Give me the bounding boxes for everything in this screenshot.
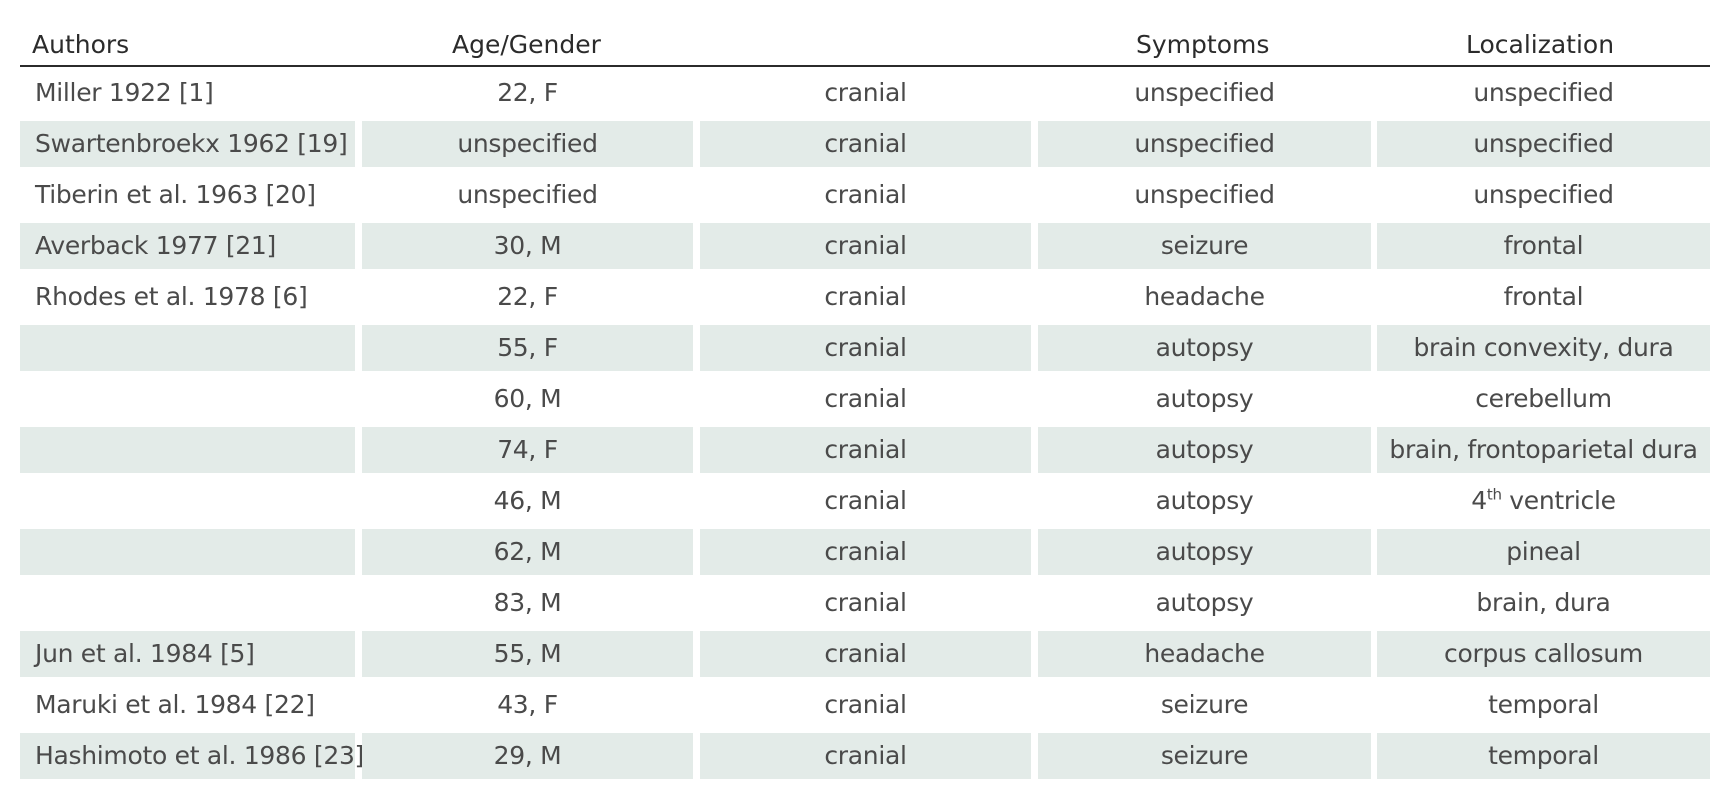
symptoms-cell: autopsy: [1038, 529, 1371, 575]
site-cell: cranial: [824, 180, 907, 209]
localization-cell: pineal: [1377, 529, 1710, 575]
site-cell: cranial: [824, 282, 907, 311]
age-gender-cell: 83, M: [493, 588, 562, 617]
symptoms-cell: seizure: [1038, 223, 1371, 269]
localization-cell: frontal: [1377, 223, 1710, 269]
site-cell: cranial: [824, 588, 907, 617]
authors-cell: Miller 1922 [1]: [35, 78, 214, 107]
authors-cell: [20, 325, 355, 371]
site-cell: cranial: [700, 631, 1031, 677]
age-gender-cell: 60, M: [493, 384, 562, 413]
header-localization: Localization: [1466, 30, 1615, 59]
localization-cell: temporal: [1488, 690, 1599, 719]
table-row: Swartenbroekx 1962 [19] unspecified crania…: [20, 118, 1710, 169]
site-cell: cranial: [824, 384, 907, 413]
header-age-gender: Age/Gender: [452, 30, 601, 59]
site-cell: cranial: [700, 529, 1031, 575]
localization-cell: temporal: [1377, 733, 1710, 779]
symptoms-cell: headache: [1144, 282, 1265, 311]
authors-cell: Hashimoto et al. 1986 [23]: [20, 733, 364, 779]
localization-cell: unspecified: [1473, 78, 1614, 107]
localization-cell: brain, frontoparietal dura: [1377, 427, 1710, 473]
symptoms-cell: autopsy: [1155, 486, 1254, 515]
symptoms-cell: autopsy: [1155, 588, 1254, 617]
age-gender-cell: 29, M: [362, 733, 693, 779]
age-gender-cell: unspecified: [457, 180, 598, 209]
table-row: Miller 1922 [1] 22, F cranial unspecified un…: [20, 67, 1710, 118]
age-gender-cell: 62, M: [362, 529, 693, 575]
authors-cell: [20, 580, 355, 626]
age-gender-cell: 22, F: [497, 282, 558, 311]
symptoms-cell: unspecified: [1134, 180, 1275, 209]
symptoms-cell: autopsy: [1038, 427, 1371, 473]
authors-cell: Maruki et al. 1984 [22]: [35, 690, 315, 719]
symptoms-cell: unspecified: [1038, 121, 1371, 167]
age-gender-cell: 43, F: [497, 690, 558, 719]
site-cell: cranial: [700, 427, 1031, 473]
symptoms-cell: seizure: [1038, 733, 1371, 779]
authors-cell: Tiberin et al. 1963 [20]: [35, 180, 316, 209]
age-gender-cell: 46, M: [493, 486, 562, 515]
age-gender-cell: 22, F: [497, 78, 558, 107]
site-cell: cranial: [700, 223, 1031, 269]
localization-cell: unspecified: [1377, 121, 1710, 167]
site-cell: cranial: [824, 486, 907, 515]
localization-cell: frontal: [1503, 282, 1584, 311]
authors-cell: Rhodes et al. 1978 [6]: [35, 282, 308, 311]
table-row: 83, M cranial autopsy brain, dura: [20, 577, 1710, 628]
symptoms-cell: unspecified: [1134, 78, 1275, 107]
symptoms-cell: headache: [1038, 631, 1371, 677]
localization-cell: brain, dura: [1476, 588, 1611, 617]
authors-cell: Averback 1977 [21]: [20, 223, 355, 269]
age-gender-cell: 74, F: [362, 427, 693, 473]
authors-cell: [20, 478, 355, 524]
table-row: Tiberin et al. 1963 [20] unspecified crani…: [20, 169, 1710, 220]
site-cell: cranial: [700, 325, 1031, 371]
authors-cell: [20, 529, 355, 575]
table-header: Authors Age/Gender Symptoms Localization: [20, 0, 1710, 67]
symptoms-cell: autopsy: [1038, 325, 1371, 371]
table-row: 60, M cranial autopsy cerebellum: [20, 373, 1710, 424]
localization-cell: corpus callosum: [1377, 631, 1710, 677]
localization-cell: 4th ventricle: [1471, 485, 1616, 515]
site-cell: cranial: [824, 690, 907, 719]
age-gender-cell: 30, M: [362, 223, 693, 269]
symptoms-cell: seizure: [1160, 690, 1249, 719]
localization-cell: brain convexity, dura: [1377, 325, 1710, 371]
table-row: 46, M cranial autopsy 4th ventricle: [20, 475, 1710, 526]
table-row: Maruki et al. 1984 [22] 43, F cranial seizu…: [20, 679, 1710, 730]
authors-cell: [20, 427, 355, 473]
case-table: Authors Age/Gender Symptoms Localization…: [20, 0, 1710, 781]
age-gender-cell: unspecified: [362, 121, 693, 167]
symptoms-cell: autopsy: [1155, 384, 1254, 413]
localization-cell: cerebellum: [1475, 384, 1612, 413]
authors-cell: [20, 376, 355, 422]
authors-cell: Jun et al. 1984 [5]: [20, 631, 355, 677]
authors-cell: Swartenbroekx 1962 [19]: [20, 121, 355, 167]
age-gender-cell: 55, F: [362, 325, 693, 371]
site-cell: cranial: [700, 733, 1031, 779]
site-cell: cranial: [700, 121, 1031, 167]
table-row: Rhodes et al. 1978 [6] 22, F cranial headac…: [20, 271, 1710, 322]
age-gender-cell: 55, M: [362, 631, 693, 677]
header-symptoms: Symptoms: [1136, 30, 1270, 59]
site-cell: cranial: [824, 78, 907, 107]
localization-cell: unspecified: [1473, 180, 1614, 209]
header-authors: Authors: [32, 30, 130, 59]
